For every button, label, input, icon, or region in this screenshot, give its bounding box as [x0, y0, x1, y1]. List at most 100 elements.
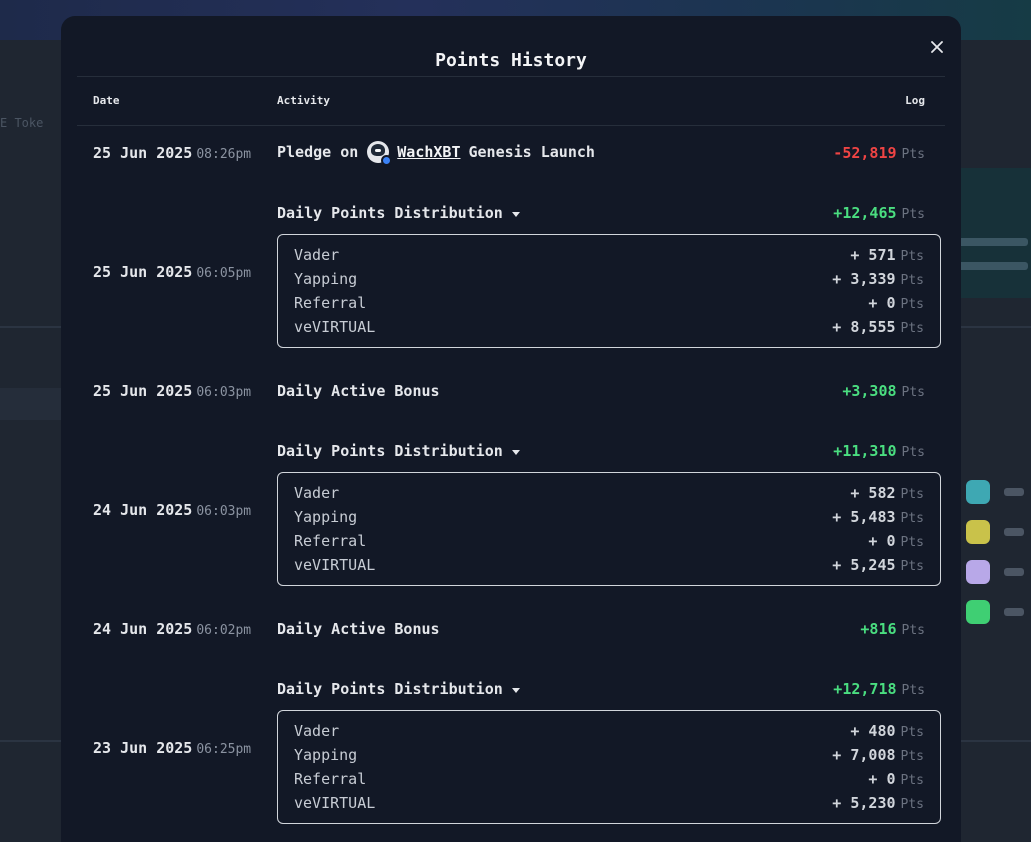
row-date-day: 24 Jun 2025: [93, 501, 193, 519]
row-date-time: 06:02pm: [196, 623, 252, 638]
row-activity-toggle[interactable]: Daily Points Distribution: [277, 680, 520, 698]
background-legend-dot: [966, 480, 990, 504]
background-card-line: [958, 238, 1028, 246]
caret-down-icon: [511, 687, 520, 693]
log-amount: +12,718: [833, 680, 897, 698]
breakdown-label: Vader: [294, 722, 340, 740]
row-date-day: 25 Jun 2025: [93, 382, 193, 400]
breakdown-label: Referral: [294, 532, 367, 550]
row-log-value: +12,465 Pts: [833, 204, 925, 222]
caret-down-icon: [511, 449, 520, 455]
log-unit: Pts: [901, 385, 925, 400]
breakdown-label: Yapping: [294, 270, 358, 288]
row-date-day: 23 Jun 2025: [93, 739, 193, 757]
activity-suffix: Genesis Launch: [468, 143, 595, 161]
breakdown-label: veVIRTUAL: [294, 556, 376, 574]
breakdown-value: + 582 Pts: [850, 484, 924, 502]
row-date-day: 24 Jun 2025: [93, 620, 193, 638]
breakdown-value: + 8,555 Pts: [832, 318, 924, 336]
close-icon: [931, 41, 943, 53]
background-legend-dot: [966, 520, 990, 544]
row-activity: Daily Active Bonus: [277, 620, 440, 638]
background-legend-label: [1004, 608, 1024, 616]
breakdown-row: Yapping + 7,008 Pts: [294, 743, 924, 767]
log-amount: +3,308: [842, 382, 897, 400]
close-button[interactable]: [925, 35, 949, 59]
breakdown-label: veVIRTUAL: [294, 318, 376, 336]
breakdown-value: + 7,008 Pts: [832, 746, 924, 764]
column-header-log: Log: [905, 94, 925, 107]
points-breakdown: Vader + 571 Pts Yapping + 3,339 Pts Referral…: [277, 234, 941, 348]
log-unit: Pts: [901, 445, 925, 460]
activity-label: Daily Points Distribution: [277, 204, 503, 222]
breakdown-row: Referral + 0 Pts: [294, 291, 924, 315]
breakdown-label: Referral: [294, 294, 367, 312]
background-legend-dot: [966, 600, 990, 624]
breakdown-value: + 571 Pts: [850, 246, 924, 264]
row-date: 23 Jun 2025 06:25pm: [93, 739, 251, 757]
row-date-time: 06:25pm: [196, 742, 252, 757]
row-date-day: 25 Jun 2025: [93, 263, 193, 281]
agent-link[interactable]: WachXBT: [397, 143, 461, 161]
row-log-value: +11,310 Pts: [833, 442, 925, 460]
breakdown-value: + 3,339 Pts: [832, 270, 924, 288]
background-legend-dot: [966, 560, 990, 584]
table-header-divider: [77, 125, 945, 126]
background-legend-label: [1004, 568, 1024, 576]
column-header-date: Date: [93, 94, 120, 107]
activity-label: Daily Active Bonus: [277, 620, 440, 638]
row-activity: Daily Active Bonus: [277, 382, 440, 400]
background-legend-label: [1004, 528, 1024, 536]
breakdown-value: + 0 Pts: [868, 294, 924, 312]
row-log-value: +12,718 Pts: [833, 680, 925, 698]
breakdown-label: Referral: [294, 770, 367, 788]
row-activity-toggle[interactable]: Daily Points Distribution: [277, 204, 520, 222]
breakdown-value: + 5,245 Pts: [832, 556, 924, 574]
row-activity: Pledge on WachXBT Genesis Launch: [277, 141, 595, 166]
breakdown-label: Vader: [294, 484, 340, 502]
breakdown-value: + 480 Pts: [850, 722, 924, 740]
agent-avatar[interactable]: [367, 141, 393, 166]
breakdown-row: Referral + 0 Pts: [294, 529, 924, 553]
points-breakdown: Vader + 582 Pts Yapping + 5,483 Pts Referral…: [277, 472, 941, 586]
activity-label: Daily Points Distribution: [277, 442, 503, 460]
breakdown-label: Yapping: [294, 508, 358, 526]
background-line: [0, 740, 62, 742]
header-divider: [77, 76, 945, 77]
background-line: [0, 326, 62, 328]
points-history-modal: Points History Date Activity Log 25 Jun …: [61, 16, 961, 842]
log-unit: Pts: [901, 147, 925, 162]
log-unit: Pts: [901, 683, 925, 698]
row-date: 24 Jun 2025 06:02pm: [93, 620, 251, 638]
breakdown-row: veVIRTUAL + 8,555 Pts: [294, 315, 924, 339]
background-card: [948, 168, 1031, 298]
breakdown-row: veVIRTUAL + 5,245 Pts: [294, 553, 924, 577]
row-date: 25 Jun 2025 08:26pm: [93, 144, 251, 162]
background-text: E Toke: [0, 116, 44, 130]
breakdown-label: veVIRTUAL: [294, 794, 376, 812]
log-amount: +816: [860, 620, 897, 638]
background-line: [961, 326, 1031, 328]
activity-label: Daily Active Bonus: [277, 382, 440, 400]
row-log-value: +816 Pts: [860, 620, 925, 638]
breakdown-row: veVIRTUAL + 5,230 Pts: [294, 791, 924, 815]
activity-prefix: Pledge on: [277, 143, 359, 161]
row-date-time: 08:26pm: [196, 147, 252, 162]
caret-down-icon: [511, 211, 520, 217]
background-card-line: [958, 262, 1028, 270]
background-strip: [0, 388, 62, 420]
row-log-value: -52,819 Pts: [833, 144, 925, 162]
column-header-activity: Activity: [277, 94, 330, 107]
row-date-time: 06:05pm: [196, 266, 252, 281]
breakdown-label: Vader: [294, 246, 340, 264]
background-legend-label: [1004, 488, 1024, 496]
points-breakdown: Vader + 480 Pts Yapping + 7,008 Pts Referral…: [277, 710, 941, 824]
row-date-day: 25 Jun 2025: [93, 144, 193, 162]
breakdown-value: + 0 Pts: [868, 770, 924, 788]
row-date-time: 06:03pm: [196, 504, 252, 519]
log-amount: -52,819: [833, 144, 897, 162]
breakdown-value: + 5,483 Pts: [832, 508, 924, 526]
breakdown-row: Referral + 0 Pts: [294, 767, 924, 791]
row-activity-toggle[interactable]: Daily Points Distribution: [277, 442, 520, 460]
verified-badge-icon: [381, 155, 393, 166]
